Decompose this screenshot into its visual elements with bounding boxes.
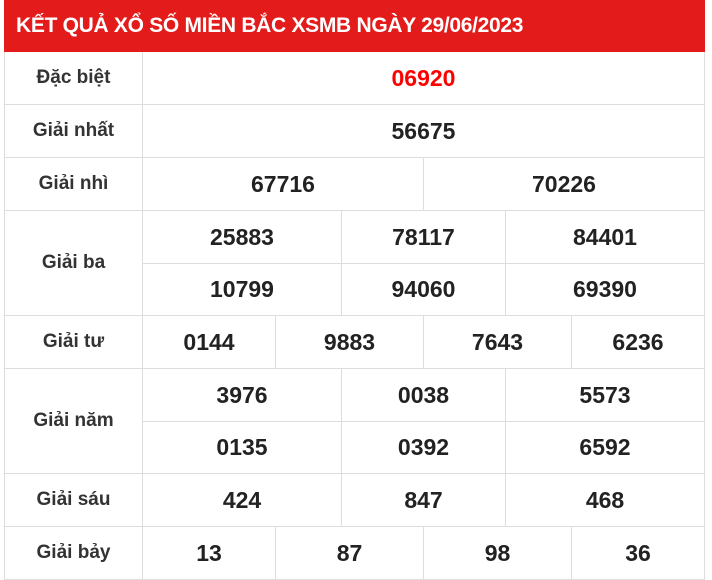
prize-number: 84401: [573, 223, 637, 250]
prize-row: Giải tư 0144 9883 7643 6236: [5, 316, 704, 369]
prize-number: 9883: [276, 316, 424, 368]
prize-row: Giải nhất 56675: [5, 105, 704, 158]
prize-number: 56675: [391, 117, 456, 144]
prize-row: Giải năm 3976 0038 5573 0135 0392 6592: [5, 369, 704, 474]
prize-label: Giải ba: [5, 211, 143, 315]
prize-number: 36: [625, 539, 651, 566]
results-title: KẾT QUẢ XỔ SỐ MIỀN BẮC XSMB NGÀY 29/06/2…: [4, 0, 705, 52]
prize-row: Giải nhì 67716 70226: [5, 158, 704, 211]
prize-label: Đặc biệt: [5, 52, 143, 104]
prize-row: Đặc biệt 06920: [5, 52, 704, 105]
prize-number: 94060: [342, 264, 506, 315]
prize-number: 0135: [143, 422, 342, 473]
prize-number: 847: [342, 474, 506, 526]
prize-number: 3976: [143, 369, 342, 421]
prize-label: Giải sáu: [5, 474, 143, 526]
prize-number: 468: [585, 486, 625, 513]
prize-row: Giải ba 25883 78117 84401 10799 94060 69390: [5, 211, 704, 316]
prize-number: 5573: [579, 381, 631, 408]
prize-row: Giải bảy 13 87 98 36: [5, 527, 704, 580]
prize-number: 78117: [342, 211, 506, 263]
prize-number: 7643: [424, 316, 572, 368]
prize-number: 13: [143, 527, 276, 579]
prize-label: Giải nhì: [5, 158, 143, 210]
special-prize-number: 06920: [391, 64, 456, 91]
prize-number: 0392: [342, 422, 506, 473]
prize-label: Giải nhất: [5, 105, 143, 157]
prize-label: Giải bảy: [5, 527, 143, 579]
prize-label: Giải năm: [5, 369, 143, 473]
results-table: Đặc biệt 06920 Giải nhất 56675 Giải nhì 67716…: [4, 52, 705, 580]
prize-number: 6592: [579, 434, 631, 460]
prize-number: 6236: [612, 328, 664, 355]
prize-number: 87: [276, 527, 424, 579]
prize-number: 98: [424, 527, 572, 579]
prize-row: Giải sáu 424 847 468: [5, 474, 704, 527]
prize-number: 0144: [143, 316, 276, 368]
prize-label: Giải tư: [5, 316, 143, 368]
prize-number: 10799: [143, 264, 342, 315]
prize-number: 69390: [573, 276, 637, 302]
prize-number: 67716: [143, 158, 424, 210]
prize-number: 424: [143, 474, 342, 526]
prize-number: 25883: [143, 211, 342, 263]
prize-number: 0038: [342, 369, 506, 421]
prize-number: 70226: [532, 170, 596, 197]
